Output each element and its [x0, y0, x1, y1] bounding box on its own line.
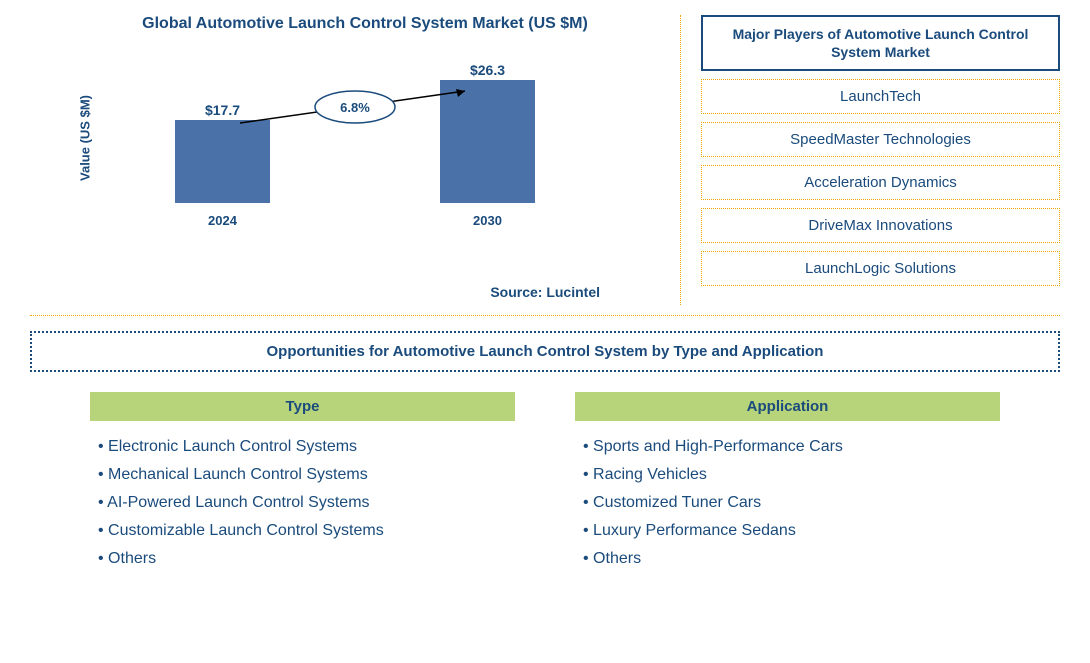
chart-title: Global Automotive Launch Control System …: [70, 15, 660, 33]
column-list: Sports and High-Performance CarsRacing V…: [575, 433, 1000, 573]
player-item: LaunchLogic Solutions: [701, 251, 1060, 286]
bar-value: $26.3: [470, 62, 505, 78]
opportunities-columns: Type Electronic Launch Control SystemsMec…: [30, 392, 1060, 573]
list-item: Mechanical Launch Control Systems: [98, 461, 515, 489]
x-label: 2024: [153, 213, 293, 228]
player-item: DriveMax Innovations: [701, 208, 1060, 243]
opportunities-title: Opportunities for Automotive Launch Cont…: [30, 331, 1060, 372]
x-label: 2030: [418, 213, 558, 228]
column-list: Electronic Launch Control SystemsMechani…: [90, 433, 515, 573]
top-section: Global Automotive Launch Control System …: [30, 15, 1060, 305]
list-item: AI-Powered Launch Control Systems: [98, 489, 515, 517]
list-item: Others: [98, 545, 515, 573]
players-list: LaunchTech SpeedMaster Technologies Accele…: [701, 79, 1060, 286]
players-title: Major Players of Automotive Launch Contr…: [701, 15, 1060, 71]
list-item: Electronic Launch Control Systems: [98, 433, 515, 461]
source-text: Source: Lucintel: [490, 284, 600, 300]
players-section: Major Players of Automotive Launch Contr…: [680, 15, 1060, 305]
growth-arrow: 6.8%: [230, 83, 480, 133]
list-item: Customized Tuner Cars: [583, 489, 1000, 517]
growth-rate-text: 6.8%: [340, 100, 370, 115]
divider: [30, 315, 1060, 316]
column-header: Type: [90, 392, 515, 421]
chart-area: Value (US $M) $17.7 $26.3 20242030 6.8%: [90, 48, 620, 228]
player-item: LaunchTech: [701, 79, 1060, 114]
list-item: Racing Vehicles: [583, 461, 1000, 489]
chart-section: Global Automotive Launch Control System …: [30, 15, 660, 305]
list-item: Luxury Performance Sedans: [583, 517, 1000, 545]
x-labels: 2024 2030: [90, 213, 620, 228]
list-item: Customizable Launch Control Systems: [98, 517, 515, 545]
column-header: Application: [575, 392, 1000, 421]
list-item: Sports and High-Performance Cars: [583, 433, 1000, 461]
player-item: SpeedMaster Technologies: [701, 122, 1060, 157]
player-item: Acceleration Dynamics: [701, 165, 1060, 200]
opportunity-column: Type Electronic Launch Control SystemsMec…: [90, 392, 515, 573]
list-item: Others: [583, 545, 1000, 573]
opportunity-column: Application Sports and High-Performance C…: [575, 392, 1000, 573]
